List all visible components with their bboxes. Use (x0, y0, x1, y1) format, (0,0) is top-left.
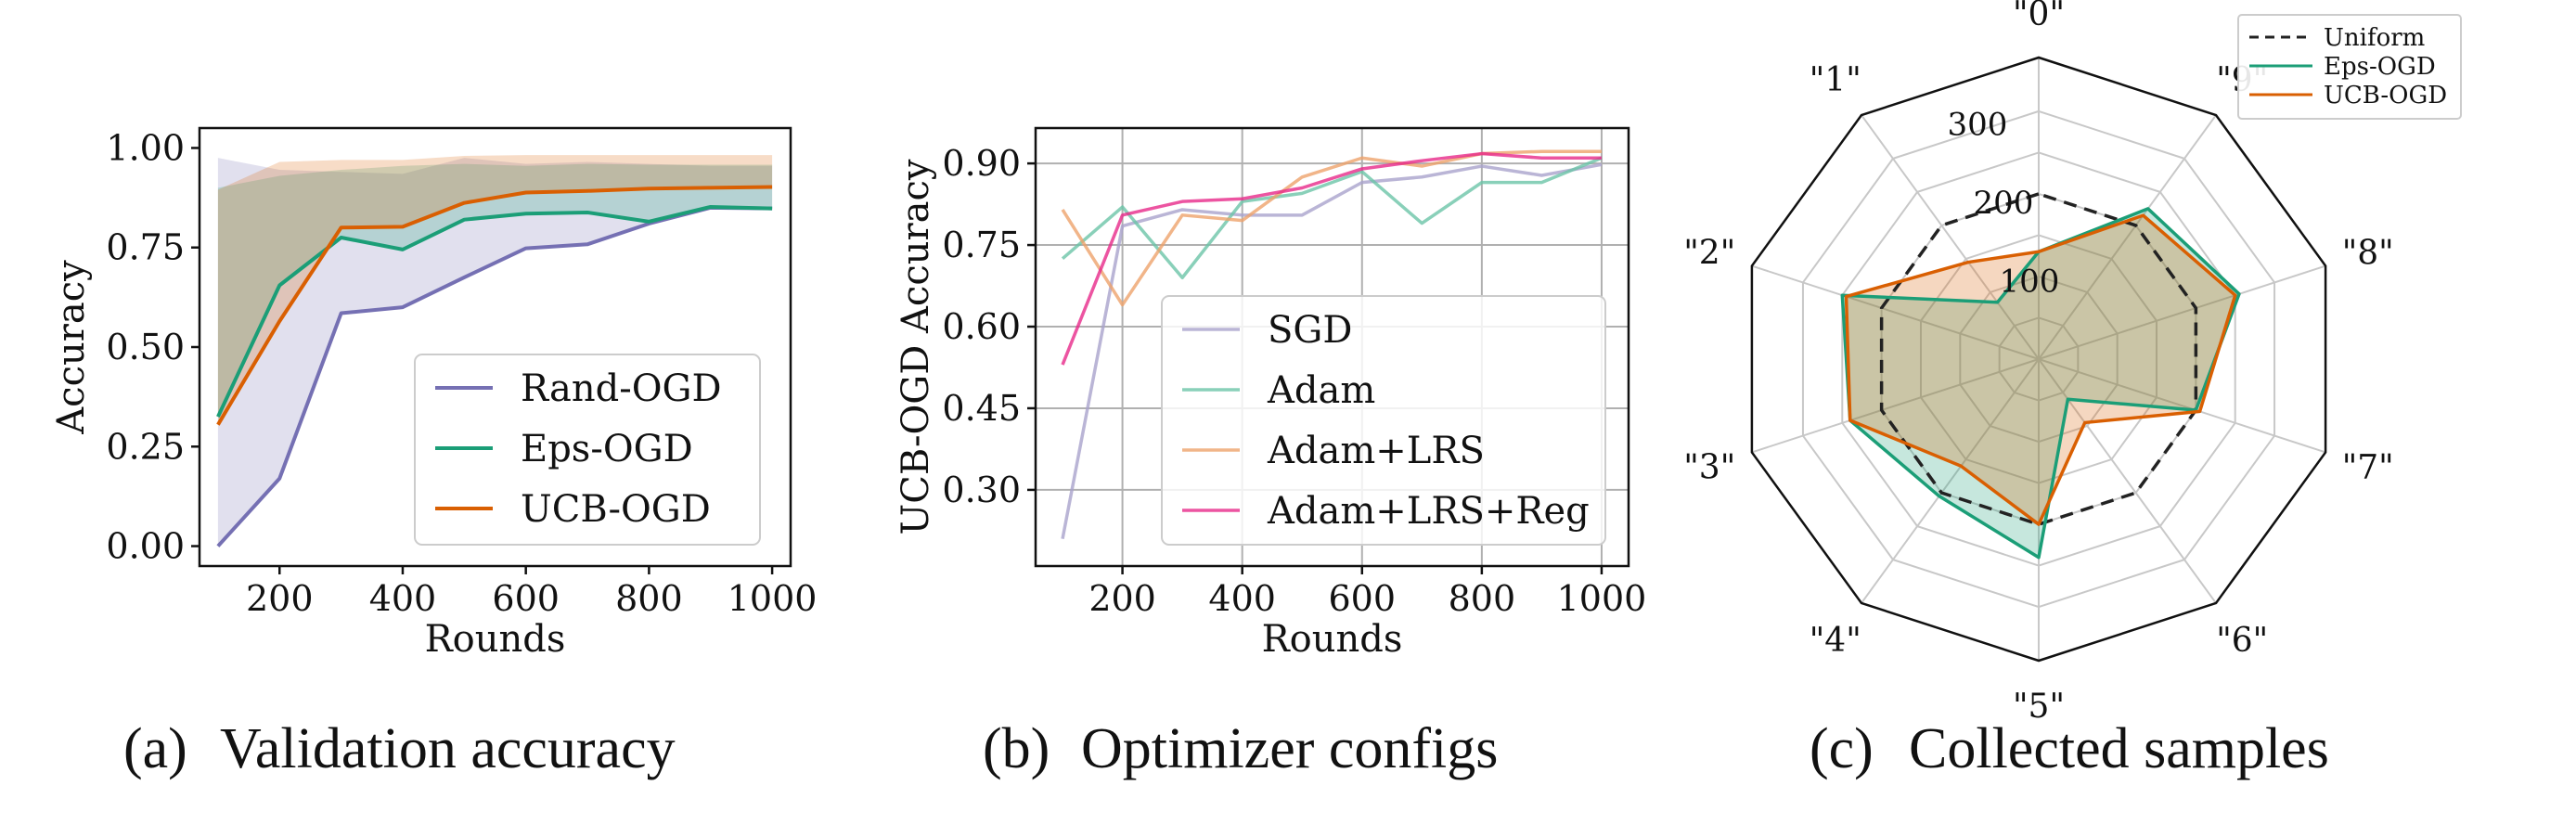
x-tick-label: 400 (1208, 578, 1276, 619)
panel-optimizer-configs: 200 400 600 800 1000 0.30 0.45 0.60 0.75 0.90 Roun… (895, 126, 1647, 661)
radar-spoke (2038, 114, 2217, 360)
caption-c-text: Collected samples (1909, 717, 2329, 780)
y-tick-label: 0.75 (942, 225, 1021, 265)
legend-label-ucb-ogd: UCB-OGD (521, 488, 711, 531)
series-line-adam+lrs (1061, 149, 1602, 307)
radar-spoke (1751, 264, 2040, 360)
legend-label-adam+lrs: Adam+LRS (1267, 430, 1485, 472)
category-label: "6" (2216, 622, 2268, 660)
legend-label-eps-ogd: Eps-OGD (2324, 53, 2436, 81)
x-tick-label: 400 (369, 578, 437, 619)
radar-line-ucb-ogd (1844, 213, 2237, 526)
radar-spoke (1751, 358, 2040, 454)
legend-label-uniform: Uniform (2324, 24, 2425, 52)
y-tick-label: 0.00 (106, 526, 185, 567)
x-tick-label: 800 (1449, 578, 1516, 619)
radar-spoke (1861, 114, 2040, 360)
y-tick-label: 0.60 (942, 306, 1021, 347)
series-line-sgd (1061, 162, 1603, 540)
radar-spoke (1861, 358, 2040, 604)
radar-area-eps-ogd (1842, 208, 2239, 558)
y-axis-label: UCB-OGD Accuracy (895, 159, 937, 534)
x-axis-label: Rounds (1262, 618, 1403, 661)
radar-area-ucb-ogd (1846, 215, 2235, 525)
legend-label-rand-ogd: Rand-OGD (521, 367, 722, 410)
radial-tick-label: 200 (1974, 185, 2034, 222)
y-tick-label: 0.30 (942, 470, 1021, 510)
radar-spoke (2038, 358, 2326, 454)
category-label: "2" (1683, 235, 1735, 273)
category-label: "8" (2342, 235, 2394, 273)
radar-spoke (2038, 264, 2326, 360)
x-tick-label: 200 (246, 578, 314, 619)
radar-line-eps-ogd (1840, 207, 2241, 560)
category-label: "0" (2013, 0, 2065, 33)
caption-a-label: (a) (123, 717, 187, 780)
confidence-band-rand-ogd (217, 158, 773, 547)
x-tick-label: 600 (1329, 578, 1397, 619)
caption-b-label: (b) (983, 717, 1050, 780)
radial-tick-label: 300 (1948, 106, 2008, 143)
category-label: "1" (1810, 61, 1861, 99)
panel-validation-accuracy: 200 400 600 800 1000 0.00 0.25 0.50 0.75 1.00 Roun… (50, 126, 818, 661)
y-tick-label: 0.45 (942, 388, 1021, 429)
y-axis-label: Accuracy (50, 260, 93, 435)
radial-tick-label: 100 (2000, 263, 2060, 300)
series-line-adam (1061, 156, 1603, 279)
confidence-band-ucb-ogd (217, 155, 773, 425)
caption-c-label: (c) (1810, 717, 1874, 780)
radar-frame (1750, 56, 2327, 663)
y-tick-label: 0.75 (106, 227, 185, 268)
caption-b-text: Optimizer configs (1081, 717, 1498, 780)
series-line-ucb-ogd (216, 185, 773, 426)
y-tick-label: 0.25 (106, 426, 185, 467)
plot-frame (1034, 126, 1630, 568)
x-tick-label: 600 (492, 578, 560, 619)
x-tick-label: 1000 (1557, 578, 1647, 619)
category-label: "7" (2342, 448, 2394, 486)
x-axis-label: Rounds (425, 618, 566, 661)
y-tick-label: 1.00 (106, 127, 185, 168)
x-tick-label: 200 (1088, 578, 1156, 619)
x-tick-label: 800 (615, 578, 683, 619)
x-tick-label: 1000 (728, 578, 818, 619)
caption-a-text: Validation accuracy (220, 717, 676, 780)
y-tick-label: 0.50 (106, 327, 185, 367)
y-tick-label: 0.90 (942, 143, 1021, 184)
legend-label-eps-ogd: Eps-OGD (521, 428, 693, 470)
legend-label-ucb-ogd: UCB-OGD (2324, 82, 2447, 109)
legend-label-adam+lrs+reg: Adam+LRS+Reg (1267, 490, 1590, 533)
legend-label-sgd: SGD (1268, 309, 1352, 352)
category-label: "5" (2013, 688, 2065, 726)
legend-box (2237, 14, 2462, 120)
category-label: "4" (1810, 622, 1861, 660)
legend-box (1161, 295, 1606, 546)
series-line-adam+lrs+reg (1061, 151, 1602, 366)
legend-label-adam: Adam (1267, 369, 1375, 412)
series-line-eps-ogd (216, 204, 773, 418)
panel-collected-samples: 100200300"0""1""2""3""4""5""6""7""8""9"U… (1683, 0, 2462, 726)
category-label: "3" (1683, 448, 1735, 486)
legend-box (414, 354, 761, 546)
